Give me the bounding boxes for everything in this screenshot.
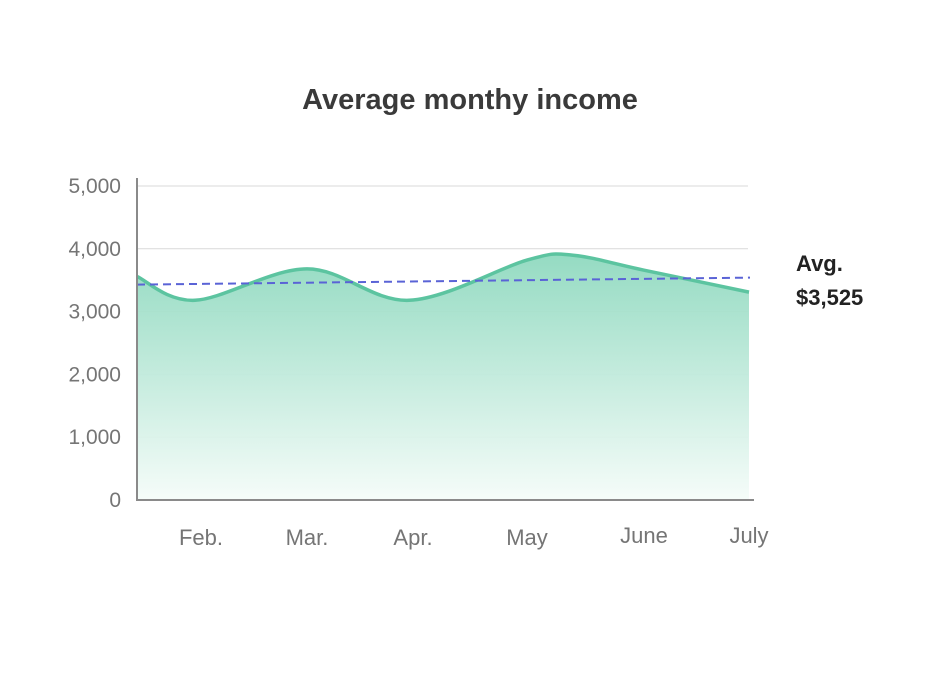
y-tick-label: 1,000: [68, 426, 121, 449]
x-tick-label: Mar.: [286, 525, 329, 550]
y-tick-label: 2,000: [68, 363, 121, 386]
y-tick-label: 3,000: [68, 301, 121, 324]
average-line: [136, 276, 751, 286]
x-tick-label: June: [620, 523, 668, 548]
chart-title: Average monthy income: [302, 84, 638, 116]
y-tick-label: 0: [109, 489, 121, 512]
y-axis-ticks: 0 1,000 2,000 3,000 4,000 5,000: [68, 175, 121, 512]
x-tick-label: Apr.: [393, 525, 432, 550]
axes: [136, 178, 754, 501]
x-axis-ticks: Feb. Mar. Apr. May June July: [179, 523, 769, 550]
y-tick-label: 5,000: [68, 175, 121, 198]
income-area: [137, 253, 749, 500]
average-label-value: $3,525: [796, 285, 863, 310]
y-tick-label: 4,000: [68, 238, 121, 261]
average-label-line1: Avg.: [796, 251, 843, 276]
x-tick-label: May: [506, 525, 548, 550]
x-tick-label: July: [729, 523, 768, 548]
income-line: [136, 252, 750, 303]
x-tick-label: Feb.: [179, 525, 223, 550]
